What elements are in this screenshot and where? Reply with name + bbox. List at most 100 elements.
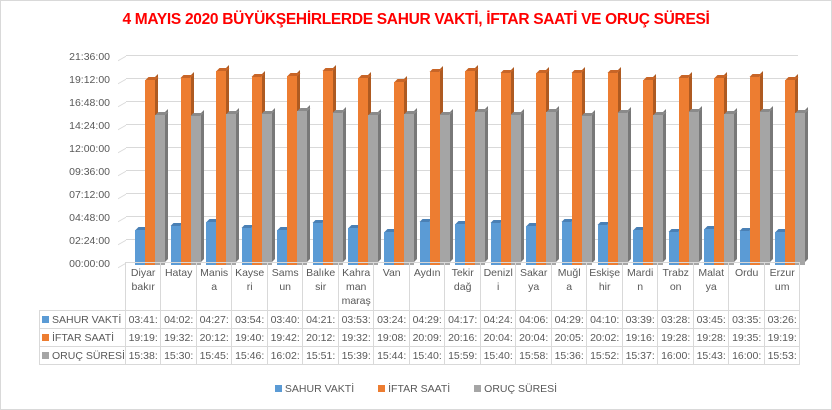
bar-oru-s-resi- (155, 109, 168, 265)
bar-i-ftar-saati- (394, 75, 408, 265)
table-cell: 03:45: (692, 310, 730, 329)
table-cell: 15:40: (408, 346, 446, 365)
table-cell: 03:28: (657, 310, 694, 329)
table-cell: 20:04: (515, 328, 552, 347)
bar-oru-s-resi- (368, 109, 382, 265)
table-cell: 04:17: (444, 310, 481, 329)
table-cell: 04:02: (160, 310, 197, 329)
table-cell: 20:02: (586, 328, 623, 347)
data-table: Diyar bakır Hatay Manis a Kayse ri Sams un Balıke… (39, 262, 801, 365)
table-cell: 16:02: (266, 346, 304, 365)
bar-sahur-vakti- (597, 219, 611, 265)
bar-oru-s-resi- (546, 105, 560, 265)
category-label: Kahra man maraş (337, 262, 375, 311)
table-cell: 20:16: (444, 328, 481, 347)
table-corner (39, 262, 126, 311)
category-label: Sakar ya (515, 262, 552, 311)
bar-oru-s-resi- (581, 109, 595, 265)
table-cell: 19:19: (763, 328, 801, 347)
table-cell: 19:08: (373, 328, 410, 347)
bar-i-ftar-saati- (358, 71, 372, 265)
category-label: Balıke sir (302, 262, 339, 311)
y-axis-tick-label: 19:12:00 (69, 74, 110, 86)
bar-i-ftar-saati- (536, 66, 550, 265)
bar-oru-s-resi- (404, 108, 418, 265)
bar-sahur-vakti- (526, 219, 540, 265)
table-cell: 15:58: (515, 346, 552, 365)
y-axis-tick-label: 02:24:00 (69, 235, 110, 247)
row-label: ORUÇ SÜRESİ (39, 346, 126, 365)
bar-sahur-vakti- (135, 223, 148, 265)
category-label: Van (373, 262, 410, 311)
bar-oru-s-resi- (510, 108, 524, 265)
table-cell: 03:54: (231, 310, 268, 329)
table-cell: 03:40: (266, 310, 304, 329)
table-cell: 15:30: (160, 346, 197, 365)
table-cell: 15:45: (195, 346, 233, 365)
table-cell: 16:00: (657, 346, 694, 365)
table-cell: 20:04: (479, 328, 517, 347)
y-axis-tick-label: 14:24:00 (69, 120, 110, 132)
table-cell: 03:53: (337, 310, 375, 329)
bar-i-ftar-saati- (145, 73, 158, 265)
table-cell: 20:09: (408, 328, 446, 347)
bar-oru-s-resi- (688, 105, 702, 265)
legend-swatch (42, 315, 49, 323)
category-label: Sams un (266, 262, 304, 311)
table-cell: 15:43: (692, 346, 730, 365)
y-axis-tick-label: 04:48:00 (69, 212, 110, 224)
bar-sahur-vakti- (241, 221, 255, 265)
table-cell: 03:39: (621, 310, 659, 329)
table-cell: 04:21: (302, 310, 339, 329)
table-cell: 04:24: (479, 310, 517, 329)
bar-oru-s-resi- (297, 105, 311, 265)
bar-sahur-vakti- (633, 224, 647, 265)
bar-sahur-vakti- (668, 225, 682, 265)
table-cell: 15:53: (763, 346, 801, 365)
category-label: Diyar bakır (124, 262, 162, 311)
bar-sahur-vakti- (775, 226, 789, 265)
bar-oru-s-resi- (226, 108, 240, 265)
bar-i-ftar-saati- (429, 65, 443, 265)
table-row: ORUÇ SÜRESİ 15:38: 15:30: 15:45: 15:46: 16:02… (39, 346, 801, 365)
table-cell: 20:12: (195, 328, 233, 347)
bar-oru-s-resi- (653, 109, 667, 265)
bar-sahur-vakti- (206, 216, 220, 265)
gridline (126, 170, 798, 171)
bar-i-ftar-saati- (607, 67, 621, 265)
category-label: Mardi n (621, 262, 659, 311)
table-cell: 16:00: (728, 346, 765, 365)
chart-title: 4 MAYIS 2020 BÜYÜKŞEHİRLERDE SAHUR VAKTİ… (122, 11, 710, 28)
bar-i-ftar-saati- (465, 64, 479, 265)
bar-oru-s-resi- (795, 106, 809, 265)
bar-i-ftar-saati- (216, 65, 230, 265)
gridline (126, 55, 798, 56)
bar-oru-s-resi- (439, 108, 453, 265)
legend-swatch (274, 385, 282, 392)
table-cell: 15:37: (621, 346, 659, 365)
table-cell: 03:41: (124, 310, 162, 329)
table-cell: 03:35: (728, 310, 765, 329)
bar-sahur-vakti- (739, 224, 753, 265)
table-cell: 15:52: (586, 346, 623, 365)
bar-i-ftar-saati- (749, 71, 763, 265)
table-cell: 15:39: (337, 346, 375, 365)
bar-oru-s-resi- (617, 106, 631, 265)
bar-i-ftar-saati- (714, 72, 728, 265)
category-label: Muğl a (550, 262, 588, 311)
legend-item: ORUÇ SÜRESİ (474, 383, 557, 395)
bar-i-ftar-saati- (678, 72, 692, 265)
table-cell: 03:26: (763, 310, 801, 329)
table-cell: 19:42: (266, 328, 304, 347)
table-row: İFTAR SAATİ 19:19: 19:32: 20:12: 19:40: 19:42… (39, 328, 801, 347)
gridline (126, 216, 798, 217)
table-cell: 19:32: (337, 328, 375, 347)
table-cell: 15:40: (479, 346, 517, 365)
table-cell: 19:19: (124, 328, 162, 347)
bar-i-ftar-saati- (180, 71, 194, 265)
legend-swatch (474, 385, 482, 392)
table-cell: 20:12: (302, 328, 339, 347)
bar-sahur-vakti- (455, 217, 469, 265)
bar-oru-s-resi- (759, 105, 773, 265)
y-axis-tick-label: 07:12:00 (69, 189, 110, 201)
